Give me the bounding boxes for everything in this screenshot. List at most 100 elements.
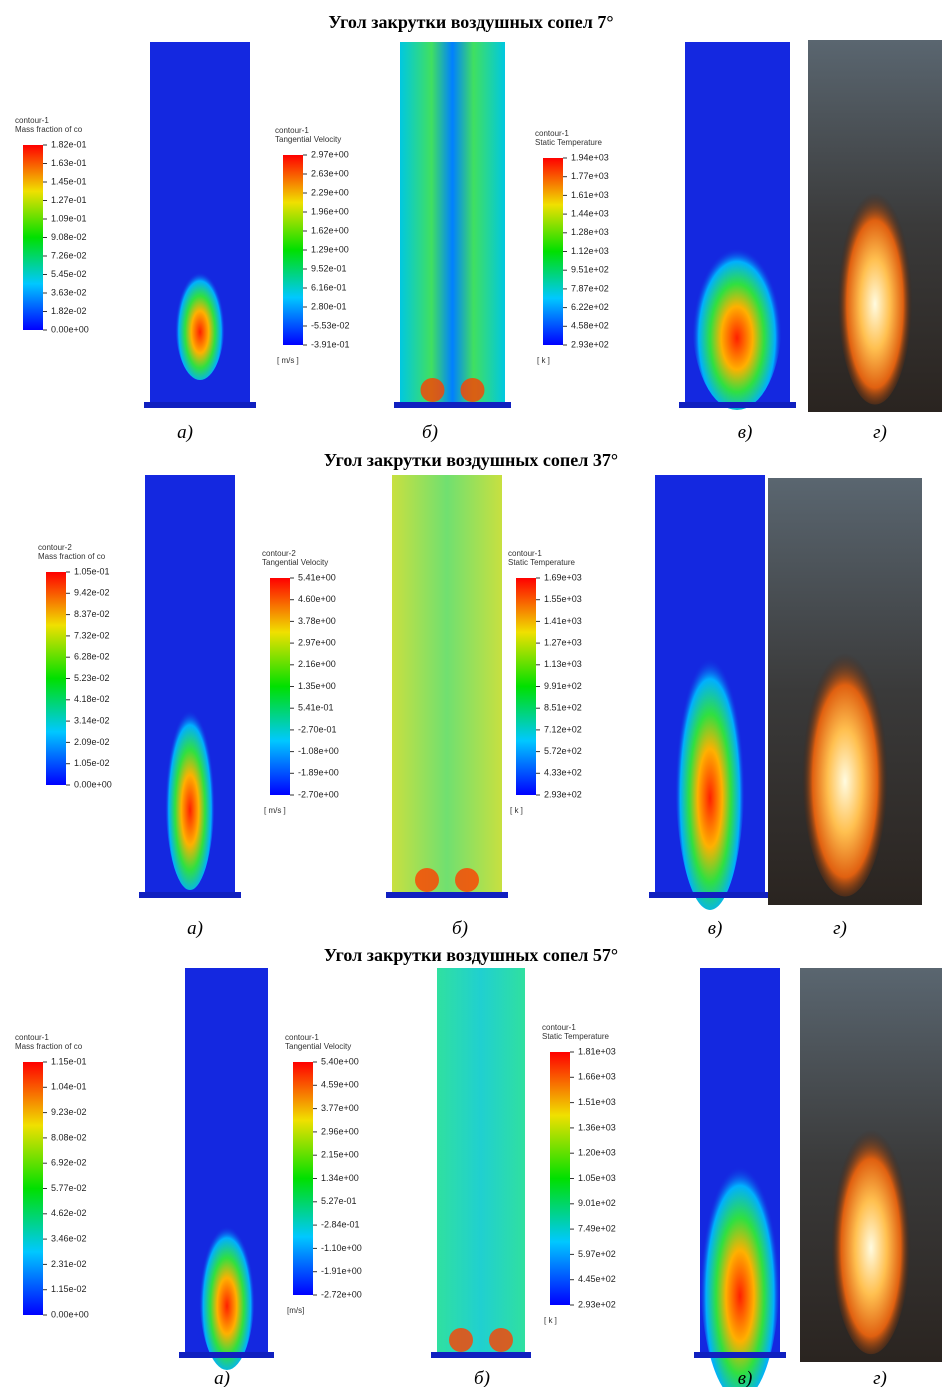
burner-base bbox=[694, 1352, 786, 1358]
colorbar-label: 1.04e-01 bbox=[51, 1082, 87, 1092]
panel-caption: г) bbox=[873, 422, 887, 443]
panels: Угол закрутки воздушных сопел 7° contour-… bbox=[15, 12, 942, 1387]
panel-caption: а) bbox=[214, 1368, 230, 1387]
colorbar-label: -1.91e+00 bbox=[321, 1266, 362, 1276]
colorbar-label: 1.34e+00 bbox=[321, 1173, 359, 1183]
colorbar-label: 5.40e+00 bbox=[321, 1056, 359, 1066]
photo-flame bbox=[831, 1118, 911, 1354]
colorbar-label: 9.08e-02 bbox=[51, 232, 87, 242]
panel-caption: б) bbox=[474, 1368, 490, 1387]
legend-unit: [ k ] bbox=[537, 356, 550, 365]
colorbar-label: 1.15e-01 bbox=[51, 1056, 87, 1066]
swirl-zone bbox=[415, 868, 439, 892]
colorbar-label: -2.70e+00 bbox=[298, 789, 339, 799]
colorbar-label: -5.53e-02 bbox=[311, 320, 350, 330]
colorbar bbox=[550, 1052, 570, 1305]
colorbar-label: 4.45e+02 bbox=[578, 1274, 616, 1284]
figure: Угол закрутки воздушных сопел 7° contour-… bbox=[0, 0, 942, 1387]
colorbar-label: 4.59e+00 bbox=[321, 1080, 359, 1090]
legend-contour: contour-1 bbox=[15, 116, 49, 125]
colorbar-label: 6.22e+02 bbox=[571, 302, 609, 312]
panel-caption: а) bbox=[177, 422, 193, 443]
colorbar-label: 1.05e-01 bbox=[74, 566, 110, 576]
row-title: Угол закрутки воздушных сопел 37° bbox=[324, 450, 618, 470]
burner-base bbox=[139, 892, 241, 898]
colorbar-label: 5.23e-02 bbox=[74, 673, 110, 683]
colorbar-label: 5.41e-01 bbox=[298, 703, 334, 713]
burner-base bbox=[386, 892, 508, 898]
colorbar-label: -2.70e-01 bbox=[298, 724, 337, 734]
colorbar-label: 7.26e-02 bbox=[51, 250, 87, 260]
row-title: Угол закрутки воздушных сопел 7° bbox=[328, 12, 613, 32]
contour-field bbox=[400, 42, 505, 405]
colorbar-label: 1.96e+00 bbox=[311, 206, 349, 216]
colorbar bbox=[23, 1062, 43, 1315]
colorbar-label: 1.27e-01 bbox=[51, 195, 87, 205]
colorbar-label: 3.77e+00 bbox=[321, 1103, 359, 1113]
colorbar-label: 9.01e+02 bbox=[578, 1198, 616, 1208]
colorbar-label: 5.77e-02 bbox=[51, 1183, 87, 1193]
colorbar-label: 4.18e-02 bbox=[74, 694, 110, 704]
colorbar bbox=[516, 578, 536, 795]
colorbar bbox=[23, 145, 43, 330]
contour-field bbox=[392, 475, 502, 895]
flame-region bbox=[675, 630, 745, 910]
colorbar-label: 1.05e+03 bbox=[578, 1173, 616, 1183]
colorbar-label: 2.31e-02 bbox=[51, 1259, 87, 1269]
colorbar-label: 0.00e+00 bbox=[51, 324, 89, 334]
colorbar-label: 6.92e-02 bbox=[51, 1158, 87, 1168]
colorbar-label: 5.72e+02 bbox=[544, 746, 582, 756]
colorbar-label: -2.72e+00 bbox=[321, 1289, 362, 1299]
colorbar-label: 2.09e-02 bbox=[74, 737, 110, 747]
colorbar-label: 8.08e-02 bbox=[51, 1132, 87, 1142]
colorbar-label: 9.51e+02 bbox=[571, 265, 609, 275]
colorbar-label: 9.42e-02 bbox=[74, 588, 110, 598]
colorbar-label: 5.97e+02 bbox=[578, 1249, 616, 1259]
colorbar-label: 7.32e-02 bbox=[74, 630, 110, 640]
colorbar-label: -1.89e+00 bbox=[298, 768, 339, 778]
colorbar-label: 3.78e+00 bbox=[298, 616, 336, 626]
burner-base bbox=[144, 402, 256, 408]
colorbar-label: 2.93e+02 bbox=[544, 789, 582, 799]
legend-contour: contour-1 bbox=[508, 549, 542, 558]
colorbar-label: 4.58e+02 bbox=[571, 321, 609, 331]
colorbar-label: 1.41e+03 bbox=[544, 616, 582, 626]
legend-contour: contour-2 bbox=[262, 549, 296, 558]
colorbar-label: 1.45e-01 bbox=[51, 176, 87, 186]
legend-contour: contour-1 bbox=[285, 1033, 319, 1042]
colorbar-label: 2.80e-01 bbox=[311, 301, 347, 311]
colorbar-label: 1.55e+03 bbox=[544, 594, 582, 604]
colorbar-label: 1.44e+03 bbox=[571, 208, 609, 218]
colorbar-label: 1.12e+03 bbox=[571, 246, 609, 256]
colorbar-label: 5.41e+00 bbox=[298, 572, 336, 582]
legend-unit: [ m/s ] bbox=[277, 356, 299, 365]
panel-caption: а) bbox=[187, 918, 203, 939]
colorbar bbox=[543, 158, 563, 345]
colorbar-label: 3.46e-02 bbox=[51, 1233, 87, 1243]
panel-caption: г) bbox=[873, 1368, 887, 1387]
swirl-zone bbox=[461, 378, 485, 402]
colorbar-label: 1.62e+00 bbox=[311, 225, 349, 235]
colorbar-label: 6.16e-01 bbox=[311, 282, 347, 292]
contour-field bbox=[437, 968, 525, 1355]
row-title: Угол закрутки воздушных сопел 57° bbox=[324, 945, 618, 965]
panel-caption: в) bbox=[708, 918, 723, 939]
colorbar bbox=[293, 1062, 313, 1295]
colorbar-label: 2.96e+00 bbox=[321, 1126, 359, 1136]
colorbar-label: 1.29e+00 bbox=[311, 244, 349, 254]
colorbar-label: 1.35e+00 bbox=[298, 681, 336, 691]
legend-unit: [m/s] bbox=[287, 1306, 304, 1315]
colorbar-label: 9.52e-01 bbox=[311, 263, 347, 273]
burner-base bbox=[394, 402, 511, 408]
panel-caption: в) bbox=[738, 422, 753, 443]
legend-variable: Mass fraction of co bbox=[15, 1042, 83, 1051]
legend-variable: Static Temperature bbox=[508, 558, 576, 567]
legend-variable: Static Temperature bbox=[542, 1032, 610, 1041]
colorbar-label: 1.61e+03 bbox=[571, 190, 609, 200]
legend-contour: contour-1 bbox=[275, 126, 309, 135]
colorbar-label: -2.84e-01 bbox=[321, 1219, 360, 1229]
legend-variable: Mass fraction of co bbox=[38, 552, 106, 561]
colorbar-label: 2.93e+02 bbox=[571, 339, 609, 349]
colorbar-label: 2.16e+00 bbox=[298, 659, 336, 669]
legend-variable: Mass fraction of co bbox=[15, 125, 83, 134]
